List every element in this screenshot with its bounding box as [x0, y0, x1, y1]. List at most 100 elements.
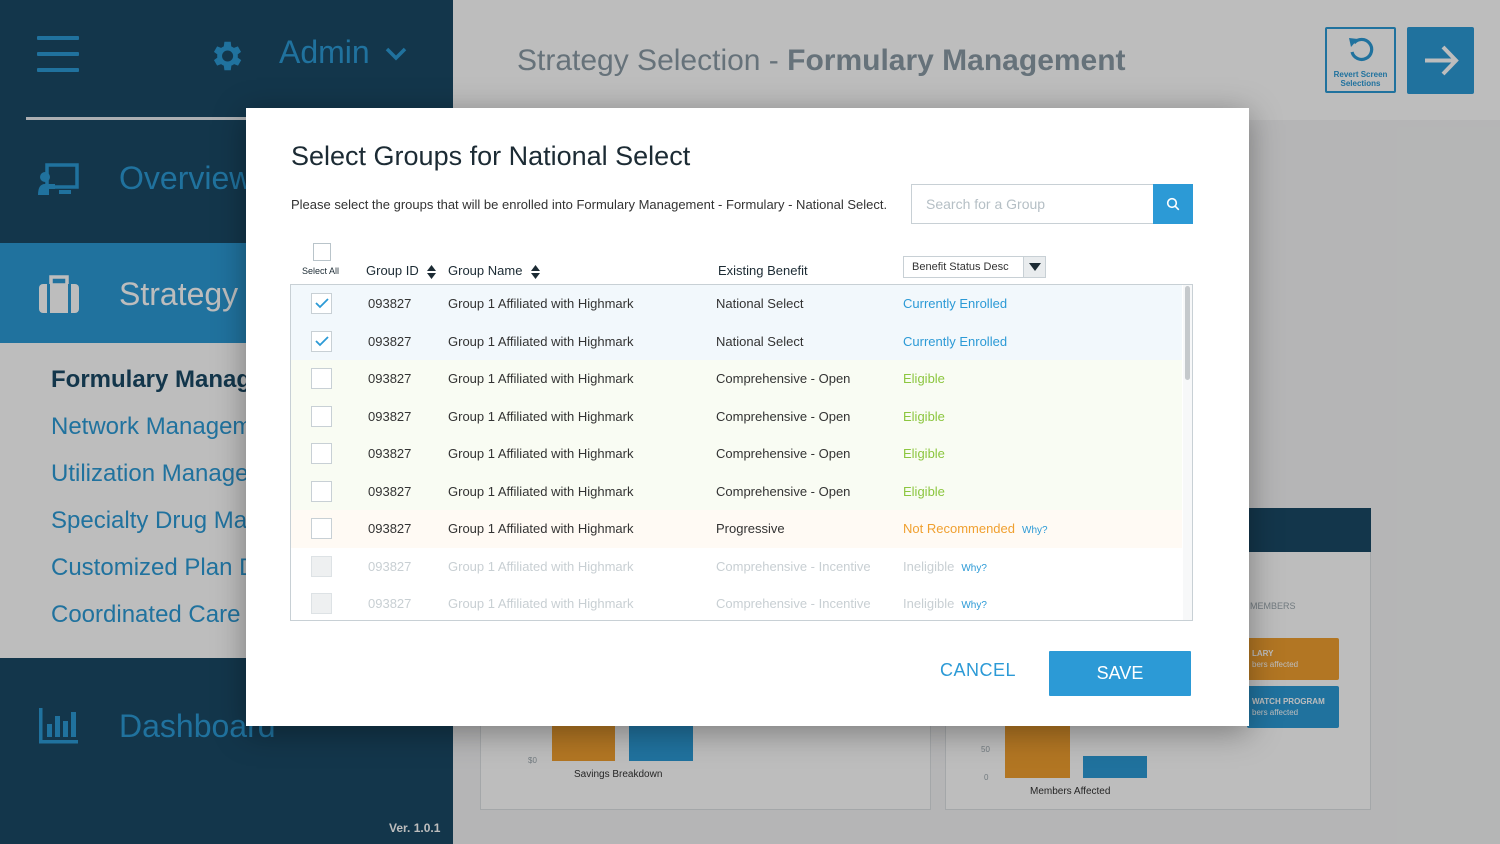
table-row[interactable]: 093827 Group 1 Affiliated with Highmark …: [291, 322, 1182, 360]
program-tag-2[interactable]: WATCH PROGRAM bers affected: [1247, 686, 1339, 728]
sort-icon: [427, 264, 437, 279]
row-checkbox-disabled: [311, 593, 332, 614]
column-header-group-name[interactable]: Group Name: [448, 263, 541, 279]
cell-status: Ineligible Why?: [903, 559, 987, 574]
presentation-icon: [38, 163, 79, 195]
row-checkbox[interactable]: [311, 480, 332, 502]
search-button[interactable]: [1153, 184, 1193, 224]
version-label: Ver. 1.0.1: [389, 821, 441, 835]
cell-status: Currently Enrolled: [903, 296, 1007, 311]
savings-axis-zero: $0: [528, 756, 537, 765]
status-text: Ineligible: [903, 558, 955, 574]
sidebar-item-strategy-label: Strategy: [119, 276, 239, 312]
status-text: Currently Enrolled: [903, 296, 1008, 311]
row-checkbox-disabled: [311, 555, 332, 577]
column-header-group-id[interactable]: Group ID: [366, 263, 437, 279]
group-search-input[interactable]: [911, 184, 1154, 224]
cell-existing-benefit: Comprehensive - Incentive: [716, 558, 871, 574]
cancel-button[interactable]: CANCEL: [939, 660, 1017, 680]
select-groups-modal: Select Groups for National Select Please…: [246, 108, 1249, 726]
cell-existing-benefit: Comprehensive - Open: [716, 483, 851, 499]
sidebar-item-dashboard[interactable]: Dashboard: [0, 658, 453, 798]
save-button[interactable]: SAVE: [1049, 651, 1191, 696]
why-link[interactable]: Why?: [961, 562, 987, 574]
group-search: [911, 184, 1193, 224]
row-checkbox[interactable]: [311, 518, 332, 539]
why-link[interactable]: Why?: [961, 600, 987, 611]
column-header-group-name-label: Group Name: [448, 263, 523, 278]
cell-existing-benefit: National Select: [716, 296, 804, 311]
select-all-checkbox[interactable]: [313, 243, 331, 261]
cell-group-name: Group 1 Affiliated with Highmark: [448, 558, 634, 574]
table-row[interactable]: 093827 Group 1 Affiliated with Highmark …: [291, 472, 1182, 510]
table-row[interactable]: 093827 Group 1 Affiliated with Highmark …: [291, 435, 1182, 473]
cell-group-name: Group 1 Affiliated with Highmark: [448, 446, 634, 461]
row-checkbox[interactable]: [311, 368, 332, 389]
why-link[interactable]: Why?: [1022, 525, 1048, 536]
savings-bar-2: [629, 726, 693, 761]
page-title: Strategy Selection - Formulary Managemen…: [517, 44, 1126, 78]
table-row[interactable]: 093827 Group 1 Affiliated with Highmark …: [291, 397, 1182, 435]
admin-menu-label[interactable]: Admin: [279, 34, 370, 70]
benefit-status-filter[interactable]: Benefit Status Desc: [903, 256, 1046, 278]
savings-caption: Savings Breakdown: [574, 769, 663, 780]
row-checkbox[interactable]: [311, 293, 332, 314]
hamburger-icon[interactable]: [37, 36, 79, 72]
program-tag-1-title: LARY: [1252, 649, 1274, 658]
status-text: Ineligible: [903, 596, 955, 611]
cell-group-id: 093827: [368, 333, 412, 349]
table-row[interactable]: 093827 Group 1 Affiliated with Highmark …: [291, 360, 1182, 398]
status-text: Eligible: [903, 446, 945, 461]
cell-existing-benefit: Comprehensive - Open: [716, 408, 851, 424]
column-header-existing-benefit: Existing Benefit: [718, 263, 808, 278]
program-tag-1-sub: bers affected: [1252, 660, 1299, 669]
next-button[interactable]: [1407, 27, 1474, 94]
cell-group-id: 093827: [368, 408, 412, 424]
caret-down-icon: [1023, 257, 1045, 277]
chevron-down-icon[interactable]: [384, 44, 408, 64]
cell-status: Not Recommended Why?: [903, 521, 1048, 536]
cell-existing-benefit: Comprehensive - Open: [716, 371, 851, 386]
cell-group-id: 093827: [368, 596, 412, 611]
row-checkbox[interactable]: [311, 330, 332, 352]
members-bar-2: [1083, 756, 1147, 778]
program-tag-2-sub: bers affected: [1252, 708, 1299, 717]
sidebar-top: Admin: [0, 0, 453, 118]
page-title-strong: Formulary Management: [787, 44, 1126, 77]
savings-bar-1: [552, 726, 615, 761]
program-tag-1[interactable]: LARY bers affected: [1247, 638, 1339, 680]
program-tag-2-title: WATCH PROGRAM: [1252, 697, 1325, 706]
page-header: Strategy Selection - Formulary Managemen…: [453, 0, 1500, 120]
members-bar-1: [1005, 726, 1070, 778]
cell-group-name: Group 1 Affiliated with Highmark: [448, 521, 634, 536]
cell-existing-benefit: National Select: [716, 333, 804, 349]
revert-selections-button[interactable]: Revert Screen Selections: [1325, 27, 1396, 93]
groups-table: 093827 Group 1 Affiliated with Highmark …: [290, 284, 1193, 621]
members-label: MEMBERS: [1250, 601, 1296, 611]
modal-description: Please select the groups that will be en…: [291, 197, 888, 212]
members-caption: Members Affected: [1030, 786, 1111, 797]
cell-status: Eligible: [903, 446, 945, 461]
search-icon: [1166, 197, 1180, 211]
gear-icon[interactable]: [207, 37, 245, 75]
cell-existing-benefit: Comprehensive - Open: [716, 446, 851, 461]
members-card-header: [1247, 508, 1371, 552]
sidebar-item-overview-label: Overview: [119, 160, 253, 196]
table-row[interactable]: 093827 Group 1 Affiliated with Highmark …: [291, 285, 1182, 323]
members-axis-top: 50: [981, 745, 990, 754]
cell-group-name: Group 1 Affiliated with Highmark: [448, 408, 634, 424]
briefcase-icon: [39, 275, 79, 313]
revert-label-line1: Revert Screen: [1333, 70, 1388, 79]
cell-existing-benefit: Comprehensive - Incentive: [716, 596, 871, 611]
arrow-right-icon: [1425, 45, 1459, 76]
table-row[interactable]: 093827 Group 1 Affiliated with Highmark …: [291, 510, 1182, 548]
page-title-prefix: Strategy Selection -: [517, 44, 779, 77]
undo-icon: [1348, 37, 1373, 62]
cell-status: Ineligible Why?: [903, 596, 987, 611]
row-checkbox[interactable]: [311, 443, 332, 464]
table-scrollbar[interactable]: [1183, 285, 1192, 620]
row-checkbox[interactable]: [311, 405, 332, 427]
cell-status: Eligible: [903, 371, 945, 386]
subnav-item-coordinated-care[interactable]: Coordinated Care: [51, 601, 241, 628]
table-scrollbar-thumb[interactable]: [1185, 286, 1190, 380]
